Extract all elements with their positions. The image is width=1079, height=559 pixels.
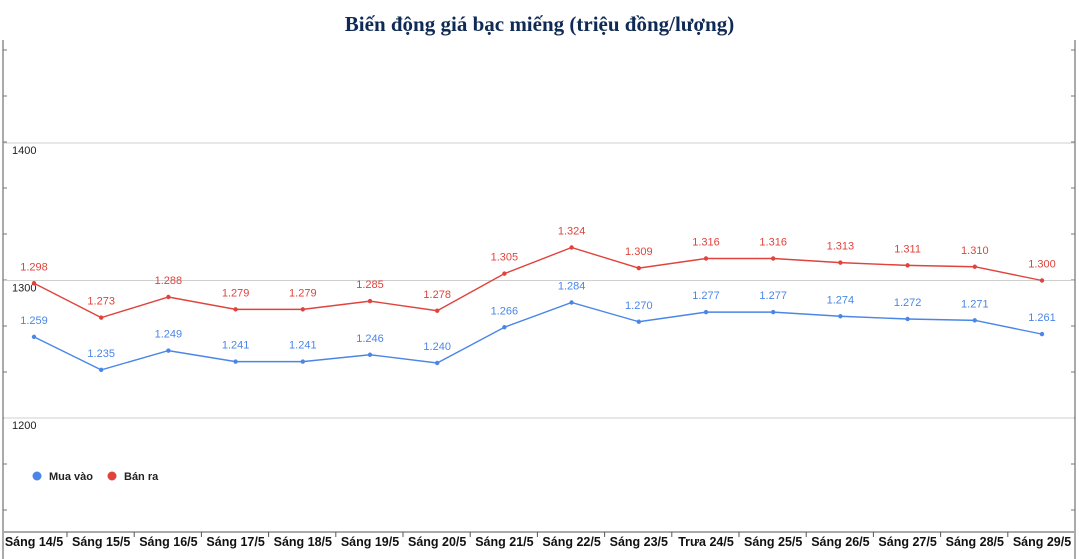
chart-title: Biến động giá bạc miếng (triệu đồng/lượn… bbox=[344, 12, 735, 36]
legend-entry: Bán ra bbox=[124, 471, 159, 483]
data-label: 1.288 bbox=[155, 275, 183, 287]
legend-marker bbox=[107, 471, 117, 481]
data-point bbox=[31, 281, 37, 286]
x-tick-label: Sáng 23/5 bbox=[610, 535, 668, 549]
y-tick-label: 1200 bbox=[12, 420, 36, 432]
data-label: 1.279 bbox=[289, 287, 317, 299]
data-point bbox=[703, 256, 709, 261]
data-label: 1.272 bbox=[894, 297, 922, 309]
x-tick-label: Sáng 27/5 bbox=[878, 535, 936, 549]
data-point bbox=[435, 308, 440, 313]
x-tick-label: Trưa 24/5 bbox=[678, 535, 734, 549]
data-label: 1.279 bbox=[222, 287, 250, 299]
data-label: 1.311 bbox=[894, 243, 921, 255]
data-point bbox=[300, 359, 305, 364]
data-point bbox=[636, 265, 641, 271]
x-tick-label: Sáng 17/5 bbox=[206, 535, 264, 549]
series-line-ban-ra bbox=[33, 246, 1043, 319]
x-tick-label: Sáng 21/5 bbox=[475, 535, 533, 549]
y-tick-label: 1400 bbox=[12, 145, 36, 157]
data-point bbox=[905, 316, 910, 322]
y-tick-label: 1300 bbox=[12, 283, 36, 295]
data-label: 1.261 bbox=[1028, 312, 1056, 324]
data-point bbox=[636, 319, 641, 324]
x-tick-label: Sáng 18/5 bbox=[274, 535, 332, 549]
data-point bbox=[905, 263, 910, 268]
data-point bbox=[502, 325, 507, 330]
data-point bbox=[435, 360, 440, 366]
x-tick-label: Sáng 28/5 bbox=[946, 535, 1004, 549]
x-tick-label: Sáng 29/5 bbox=[1013, 535, 1071, 549]
x-tick-label: Sáng 20/5 bbox=[408, 535, 466, 549]
data-label: 1.241 bbox=[289, 340, 317, 352]
data-label: 1.235 bbox=[87, 348, 115, 360]
data-point bbox=[99, 315, 104, 320]
data-label: 1.246 bbox=[356, 333, 384, 345]
data-point bbox=[99, 367, 104, 373]
data-point bbox=[838, 260, 843, 265]
data-label: 1.309 bbox=[625, 246, 653, 258]
data-label: 1.324 bbox=[558, 226, 586, 238]
data-label: 1.278 bbox=[423, 289, 451, 301]
x-tick-label: Sáng 19/5 bbox=[341, 535, 399, 549]
data-point bbox=[1039, 278, 1045, 283]
data-point bbox=[703, 309, 709, 315]
data-label: 1.313 bbox=[827, 241, 855, 253]
data-point bbox=[233, 359, 238, 364]
data-point bbox=[972, 318, 977, 323]
data-point bbox=[771, 256, 776, 261]
data-label: 1.300 bbox=[1028, 259, 1056, 271]
legend-marker bbox=[32, 471, 42, 481]
data-label: 1.284 bbox=[558, 281, 586, 293]
x-tick-label: Sáng 25/5 bbox=[744, 535, 802, 549]
data-point bbox=[166, 294, 171, 300]
x-tick-label: Sáng 14/5 bbox=[5, 535, 63, 549]
data-point bbox=[367, 352, 373, 357]
data-label: 1.259 bbox=[20, 315, 48, 327]
data-point bbox=[367, 298, 373, 304]
data-point bbox=[569, 300, 574, 305]
data-point bbox=[502, 271, 507, 276]
x-tick-label: Sáng 15/5 bbox=[72, 535, 130, 549]
legend-entry: Mua vào bbox=[49, 471, 93, 483]
data-label: 1.241 bbox=[222, 340, 250, 352]
data-point bbox=[1039, 331, 1045, 337]
data-label: 1.316 bbox=[759, 237, 787, 249]
data-point bbox=[569, 245, 574, 250]
data-label: 1.240 bbox=[423, 341, 451, 353]
data-label: 1.285 bbox=[356, 279, 384, 291]
x-tick-label: Sáng 16/5 bbox=[139, 535, 197, 549]
series-line-mua-vao bbox=[33, 301, 1043, 371]
data-label: 1.310 bbox=[961, 245, 989, 257]
data-label: 1.305 bbox=[491, 252, 519, 264]
data-point bbox=[771, 309, 776, 315]
data-label: 1.316 bbox=[692, 237, 720, 249]
data-label: 1.277 bbox=[759, 290, 787, 302]
data-label: 1.277 bbox=[692, 290, 720, 302]
data-point bbox=[31, 334, 37, 340]
data-label: 1.249 bbox=[155, 329, 183, 341]
data-label: 1.274 bbox=[827, 294, 855, 306]
data-label: 1.271 bbox=[961, 298, 989, 310]
data-label: 1.266 bbox=[491, 305, 519, 317]
data-point bbox=[166, 348, 171, 353]
data-label: 1.273 bbox=[87, 296, 115, 308]
data-label: 1.270 bbox=[625, 300, 653, 312]
data-point bbox=[233, 307, 238, 312]
data-point bbox=[972, 264, 977, 269]
x-tick-label: Sáng 22/5 bbox=[542, 535, 600, 549]
data-label: 1.298 bbox=[20, 261, 48, 273]
x-tick-label: Sáng 26/5 bbox=[811, 535, 869, 549]
data-point bbox=[838, 314, 843, 319]
data-point bbox=[300, 307, 305, 312]
